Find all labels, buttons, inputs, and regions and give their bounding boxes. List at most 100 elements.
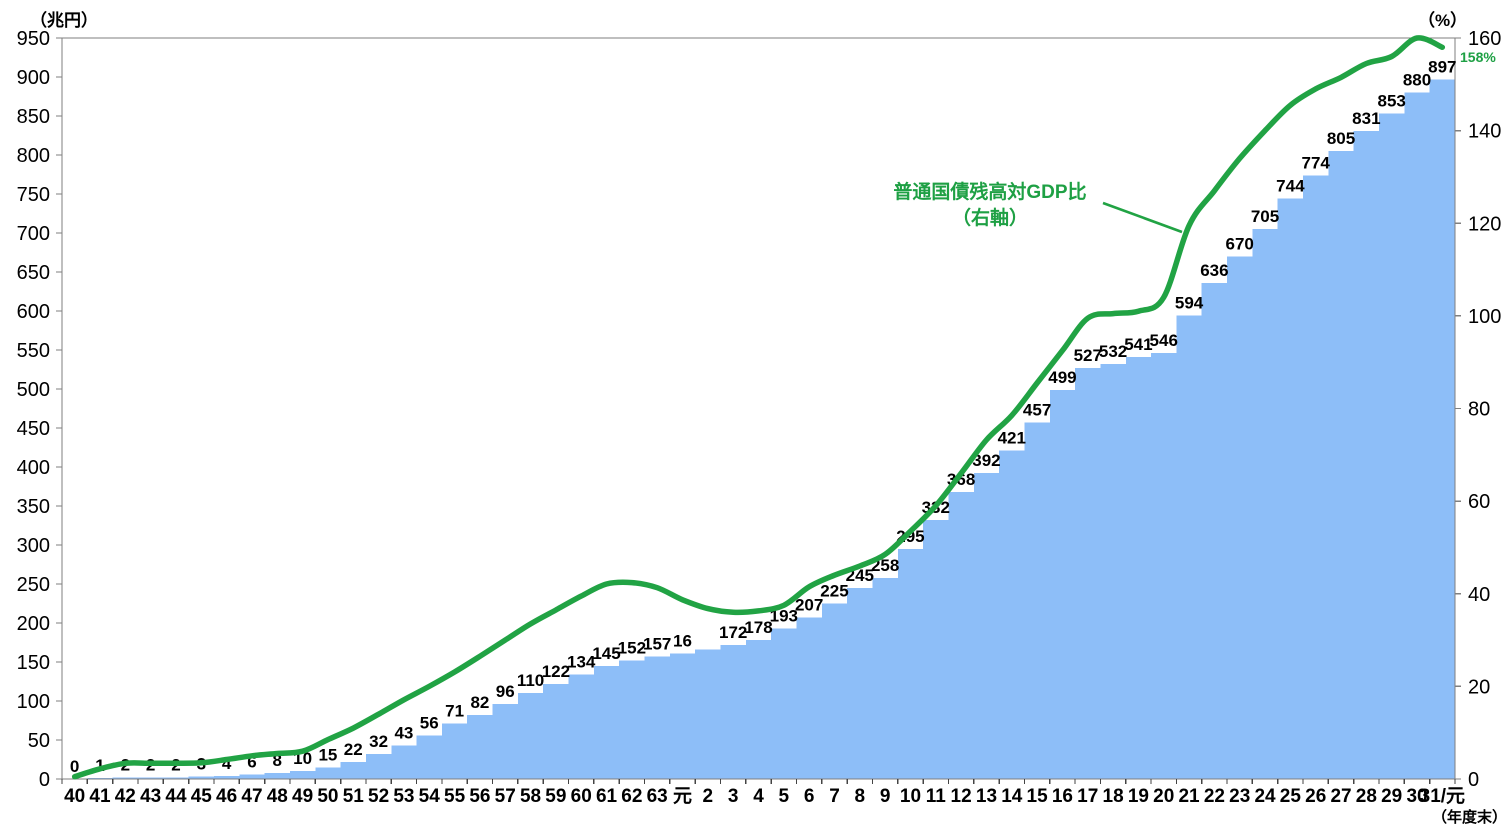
right-axis-tick-0: 0 bbox=[1468, 769, 1479, 791]
left-axis-tick-500: 500 bbox=[17, 379, 50, 401]
bar-48 bbox=[264, 772, 291, 779]
bar-56 bbox=[467, 715, 494, 779]
right-axis-tick-100: 100 bbox=[1468, 306, 1501, 328]
x-axis-label-4: 4 bbox=[753, 786, 764, 807]
bar-label-18: 532 bbox=[1099, 342, 1127, 361]
x-axis-label-21: 21 bbox=[1178, 786, 1200, 807]
x-axis-label-14: 14 bbox=[1001, 786, 1023, 807]
x-axis-label-49: 49 bbox=[292, 786, 313, 807]
bar-label-17: 527 bbox=[1074, 346, 1102, 365]
x-axis-label-30: 30 bbox=[1406, 786, 1427, 807]
left-axis-tick-800: 800 bbox=[17, 145, 50, 167]
left-axis-tick-250: 250 bbox=[17, 574, 50, 596]
bar-26 bbox=[1303, 175, 1329, 779]
left-axis-tick-50: 50 bbox=[28, 730, 50, 752]
left-axis-tick-350: 350 bbox=[17, 496, 50, 518]
bar-17 bbox=[1075, 367, 1101, 779]
x-axis-label-45: 45 bbox=[191, 786, 213, 807]
gdp-ratio-annotation-line2: （右軸） bbox=[951, 208, 1028, 229]
x-axis-label-43: 43 bbox=[140, 786, 161, 807]
bar-label-4: 178 bbox=[744, 618, 772, 637]
bar-60 bbox=[568, 674, 595, 779]
bar-24 bbox=[1252, 229, 1279, 780]
bar-31/元 bbox=[1429, 79, 1456, 780]
x-axis-label-3: 3 bbox=[728, 786, 739, 807]
bar-label-3: 172 bbox=[719, 623, 747, 642]
bar-label-63: 157 bbox=[643, 635, 671, 654]
right-axis-title: （%） bbox=[1418, 11, 1468, 30]
bar-50 bbox=[315, 767, 342, 779]
bar-label-26: 774 bbox=[1302, 153, 1331, 172]
x-axis-label-11: 11 bbox=[926, 786, 947, 807]
gdp-ratio-annotation: 普通国債残高対GDP比 （右軸） bbox=[858, 180, 1122, 232]
bar-7 bbox=[821, 603, 848, 779]
x-axis-label-44: 44 bbox=[165, 786, 187, 807]
bar-label-47: 6 bbox=[247, 752, 256, 771]
bar-label-58: 110 bbox=[517, 671, 544, 690]
left-axis-tick-200: 200 bbox=[17, 613, 50, 635]
bar-label-27: 805 bbox=[1327, 129, 1355, 148]
x-axis-label-8: 8 bbox=[855, 786, 866, 807]
bar-label-62: 152 bbox=[618, 638, 646, 657]
x-axis-label-26: 26 bbox=[1305, 786, 1326, 807]
bar-20 bbox=[1151, 353, 1177, 779]
bar-label-30: 880 bbox=[1403, 71, 1431, 90]
bar-label-54: 56 bbox=[420, 713, 439, 732]
bar-30 bbox=[1404, 92, 1431, 780]
bar-label-61: 145 bbox=[592, 644, 620, 663]
right-axis-tick-20: 20 bbox=[1468, 676, 1490, 698]
x-axis-label-48: 48 bbox=[267, 786, 288, 807]
bar-49 bbox=[289, 771, 316, 779]
bar-label-22: 636 bbox=[1200, 261, 1228, 280]
bar-28 bbox=[1353, 130, 1380, 779]
x-axis-label-31/元: 31/元 bbox=[1420, 786, 1465, 807]
bar-16 bbox=[1049, 389, 1076, 779]
right-axis-tick-140: 140 bbox=[1468, 121, 1501, 143]
bar-29 bbox=[1379, 113, 1405, 779]
bar-3 bbox=[720, 644, 747, 779]
x-axis-label-42: 42 bbox=[115, 786, 136, 807]
bar-14 bbox=[999, 450, 1025, 779]
x-axis-label-25: 25 bbox=[1280, 786, 1302, 807]
bar-47 bbox=[239, 774, 266, 779]
x-axis-label-23: 23 bbox=[1229, 786, 1250, 807]
x-axis-label-5: 5 bbox=[779, 786, 790, 807]
bar-8 bbox=[847, 587, 873, 779]
bar-27 bbox=[1328, 151, 1355, 780]
right-axis-tick-160: 160 bbox=[1468, 28, 1501, 50]
bar-label-56: 82 bbox=[470, 693, 489, 712]
x-axis-label-63: 63 bbox=[647, 786, 668, 807]
bar-label-51: 22 bbox=[344, 740, 363, 759]
bar-label-57: 96 bbox=[496, 682, 515, 701]
left-axis-tick-100: 100 bbox=[17, 691, 50, 713]
bar-label-29: 853 bbox=[1377, 92, 1405, 111]
bar-label-50: 15 bbox=[318, 745, 337, 764]
bar-54 bbox=[416, 735, 443, 779]
x-axis-label-17: 17 bbox=[1077, 786, 1098, 807]
bar-9 bbox=[872, 577, 899, 779]
x-axis-label-22: 22 bbox=[1204, 786, 1225, 807]
bar-63 bbox=[644, 656, 671, 779]
x-axis-label-61: 61 bbox=[596, 786, 618, 807]
bar-18 bbox=[1100, 364, 1127, 779]
bar-label-5: 193 bbox=[770, 606, 798, 625]
bar-21 bbox=[1176, 315, 1203, 779]
x-axis-label-24: 24 bbox=[1254, 786, 1276, 807]
bar-label-59: 122 bbox=[542, 662, 570, 681]
bar-6 bbox=[796, 617, 823, 779]
right-axis-tick-120: 120 bbox=[1468, 213, 1501, 235]
left-axis-tick-700: 700 bbox=[17, 223, 50, 245]
bar-61 bbox=[593, 665, 620, 779]
bar-62 bbox=[619, 660, 646, 779]
left-axis-tick-750: 750 bbox=[17, 184, 50, 206]
x-axis-label-40: 40 bbox=[64, 786, 85, 807]
x-axis-label-58: 58 bbox=[520, 786, 541, 807]
x-axis-label-9: 9 bbox=[880, 786, 891, 807]
x-axis-label-47: 47 bbox=[241, 786, 262, 807]
bar-label-14: 421 bbox=[998, 429, 1026, 448]
x-axis-unit-note: （年度末） bbox=[1432, 809, 1505, 826]
bar-52 bbox=[365, 754, 392, 779]
left-axis-tick-450: 450 bbox=[17, 418, 50, 440]
bar-label-53: 43 bbox=[394, 723, 413, 742]
